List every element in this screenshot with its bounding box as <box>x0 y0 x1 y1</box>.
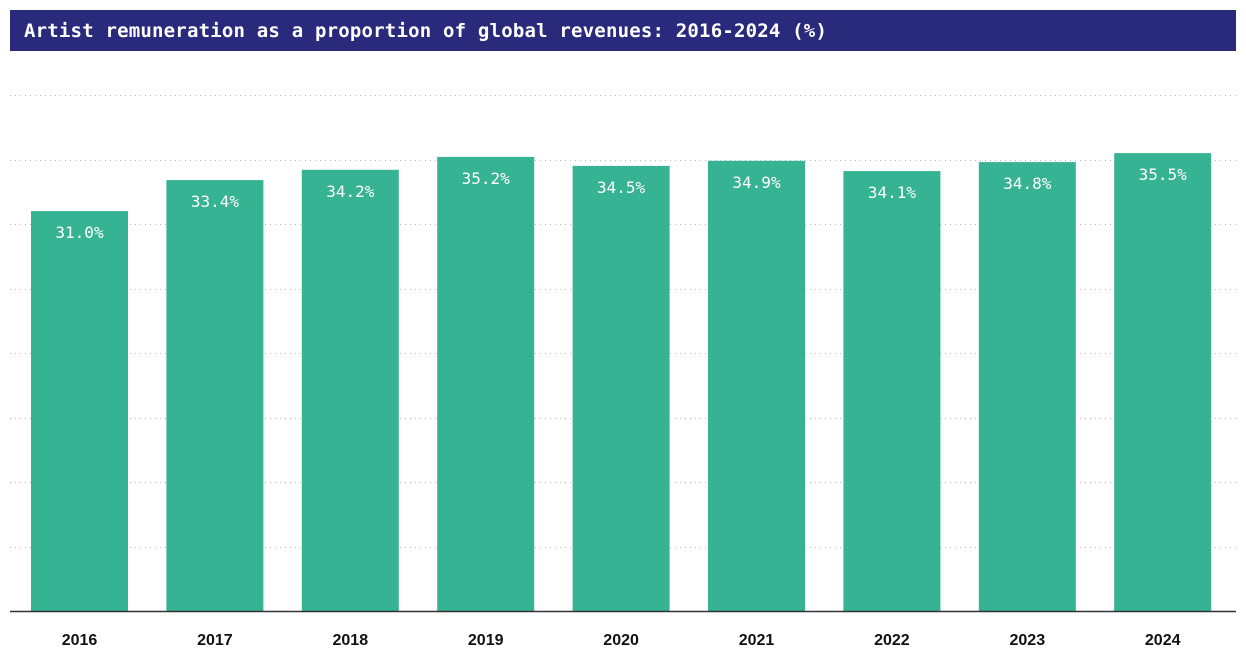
x-tick-label-2024: 2024 <box>1145 632 1181 649</box>
data-label-2021: 34.9% <box>732 173 781 192</box>
data-label-2019: 35.2% <box>462 169 511 188</box>
bar-2023 <box>978 162 1076 611</box>
bar-2021 <box>708 160 805 612</box>
bar-2024 <box>1114 153 1212 611</box>
data-label-2018: 34.2% <box>326 182 375 201</box>
x-tick-label-2018: 2018 <box>333 632 369 649</box>
chart-title-bar: Artist remuneration as a proportion of g… <box>10 10 1236 51</box>
bar-2019 <box>437 156 535 611</box>
data-label-2022: 34.1% <box>868 183 917 202</box>
bar-2017 <box>166 180 264 611</box>
bar-2018 <box>301 169 399 612</box>
x-tick-label-2021: 2021 <box>739 632 775 649</box>
x-tick-label-2019: 2019 <box>468 632 504 649</box>
x-tick-label-2023: 2023 <box>1010 632 1046 649</box>
x-tick-label-2016: 2016 <box>62 632 98 649</box>
x-tick-label-2017: 2017 <box>197 632 233 649</box>
data-label-2023: 34.8% <box>1003 174 1052 193</box>
bars <box>31 153 1212 612</box>
data-label-2020: 34.5% <box>597 178 646 197</box>
chart-title: Artist remuneration as a proportion of g… <box>24 19 828 42</box>
x-tick-label-2020: 2020 <box>603 632 639 649</box>
bar-2016 <box>31 211 128 611</box>
data-label-2016: 31.0% <box>55 223 104 242</box>
x-tick-label-2022: 2022 <box>874 632 910 649</box>
labels: 31.0% 2016 33.4% 2017 34.2% 2018 35.2% 2019 34.5… <box>55 165 1187 649</box>
bar-2020 <box>572 165 670 611</box>
data-label-2017: 33.4% <box>191 192 240 211</box>
data-label-2024: 35.5% <box>1139 165 1188 184</box>
bar-2022 <box>843 171 941 611</box>
